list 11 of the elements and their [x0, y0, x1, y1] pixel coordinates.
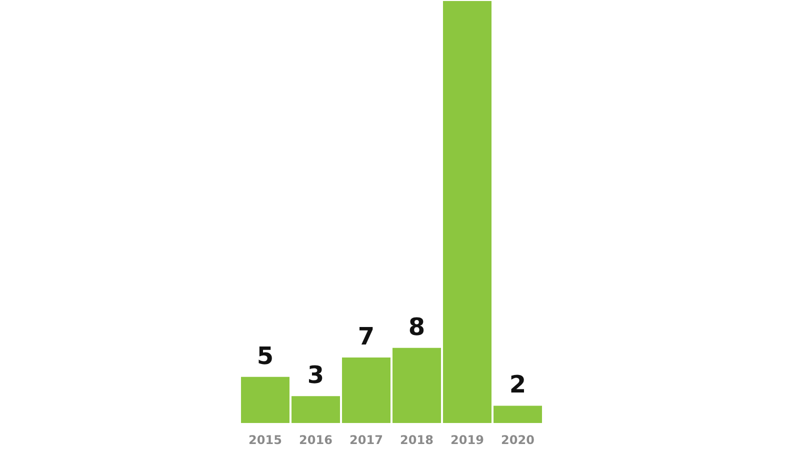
x-tick-label: 2015: [248, 433, 282, 447]
x-tick-label: 2016: [299, 433, 332, 447]
data-label: 8: [408, 312, 426, 341]
data-label: 2: [509, 370, 526, 399]
x-tick-label: 2020: [501, 433, 534, 447]
data-label: 5: [256, 342, 274, 370]
x-tick-label: 2018: [400, 433, 434, 447]
data-label: 3: [307, 361, 324, 390]
data-label: 7: [358, 322, 375, 351]
x-tick-label: 2017: [350, 433, 383, 447]
x-tick-label: 2019: [450, 433, 484, 447]
